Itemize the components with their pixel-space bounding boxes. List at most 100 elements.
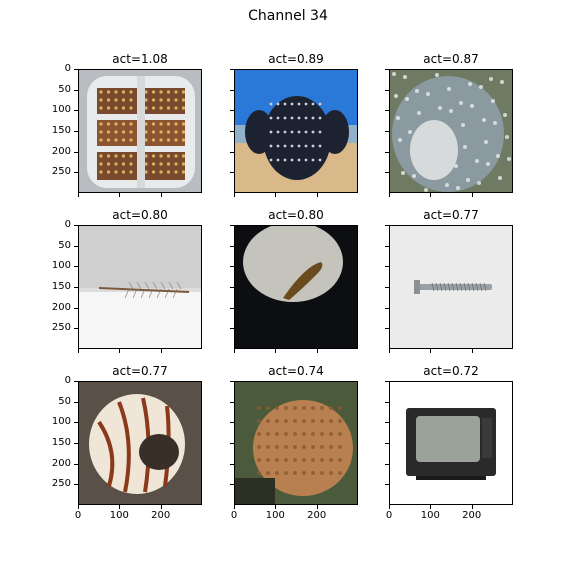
image-panel: act=0.72 0 100 200: [385, 364, 513, 521]
y-tick-mark: [74, 401, 78, 403]
x-tick-mark: [78, 349, 79, 353]
y-tick-mark: [385, 266, 389, 268]
y-tick-mark: [385, 401, 389, 403]
y-tick-label: 150: [51, 281, 71, 292]
y-tick-mark: [74, 245, 78, 247]
y-tick-mark: [74, 287, 78, 288]
y-tick-mark: [230, 422, 234, 424]
y-tick-mark: [230, 151, 234, 153]
x-tick-mark: [119, 349, 121, 353]
x-tick-mark: [316, 349, 318, 353]
y-tick-mark: [230, 89, 234, 91]
y-tick-mark: [385, 287, 389, 288]
x-tick-label: 200: [462, 510, 482, 521]
y-tick-mark: [385, 245, 389, 247]
image-panel: act=0.74 0 100 200: [230, 364, 358, 521]
y-tick-label: 50: [58, 83, 71, 95]
y-tick-mark: [385, 69, 389, 70]
panel-image: [234, 225, 358, 349]
y-tick-label: 200: [51, 145, 71, 157]
y-tick-mark: [74, 381, 78, 382]
x-tick-mark: [234, 349, 235, 353]
panel-image: [389, 381, 513, 505]
image-panel: act=0.77: [385, 208, 513, 353]
y-tick-mark: [385, 89, 389, 91]
y-tick-mark: [74, 443, 78, 444]
y-tick-mark: [230, 381, 234, 382]
panel-title: act=0.89: [268, 52, 324, 66]
panel-image: [78, 69, 202, 193]
y-tick-label: 250: [51, 478, 71, 490]
figure-title: Channel 34: [248, 8, 328, 24]
y-tick-mark: [385, 172, 389, 174]
y-tick-mark: [385, 225, 389, 226]
y-tick-mark: [74, 69, 78, 70]
y-tick-label: 100: [51, 260, 71, 272]
y-tick-mark: [230, 443, 234, 444]
panel-image: [389, 69, 513, 193]
x-tick-label: 100: [109, 510, 129, 521]
x-tick-mark: [119, 193, 121, 197]
y-tick-mark: [74, 131, 78, 132]
x-tick-mark: [160, 349, 162, 353]
x-tick-label: 200: [307, 510, 327, 521]
y-tick-mark: [385, 307, 389, 309]
image-panel: act=0.87: [385, 52, 513, 197]
y-tick-mark: [385, 484, 389, 486]
y-tick-mark: [230, 266, 234, 268]
y-tick-mark: [230, 328, 234, 330]
image-panel: act=0.80: [230, 208, 358, 353]
y-tick-label: 250: [51, 322, 71, 334]
image-panel: act=1.08 0 50 100 150 200 250: [52, 52, 202, 197]
y-tick-mark: [230, 307, 234, 309]
x-tick-mark: [389, 349, 390, 353]
panel-image: [78, 381, 202, 505]
panel-image: [234, 381, 358, 505]
x-tick-mark: [389, 505, 390, 509]
y-tick-mark: [74, 307, 78, 309]
x-tick-mark: [275, 349, 277, 353]
panel-title: act=0.74: [268, 364, 324, 378]
x-tick-label: 0: [230, 510, 238, 521]
y-tick-mark: [230, 110, 234, 112]
y-tick-mark: [385, 463, 389, 465]
image-panel: act=0.77 0 50 100 150 200 250 0 100 200: [52, 364, 202, 521]
y-tick-mark: [230, 401, 234, 403]
x-tick-mark: [471, 349, 473, 353]
y-tick-label: 50: [58, 239, 71, 251]
panel-image: [78, 225, 202, 349]
y-tick-label: 0: [64, 375, 71, 386]
y-tick-mark: [230, 245, 234, 247]
y-tick-label: 100: [51, 416, 71, 428]
panel-title: act=0.72: [423, 364, 479, 378]
x-tick-mark: [78, 193, 79, 197]
y-tick-mark: [230, 225, 234, 226]
x-tick-mark: [234, 505, 235, 509]
image-panel: act=0.89: [230, 52, 358, 197]
y-tick-mark: [74, 328, 78, 330]
panel-image: [389, 225, 513, 349]
x-tick-mark: [160, 193, 162, 197]
y-tick-mark: [385, 151, 389, 153]
y-tick-mark: [230, 287, 234, 288]
y-tick-mark: [74, 89, 78, 91]
y-tick-mark: [74, 225, 78, 226]
x-tick-mark: [471, 505, 473, 509]
y-tick-mark: [385, 131, 389, 132]
x-tick-mark: [316, 505, 318, 509]
y-tick-label: 200: [51, 301, 71, 313]
x-tick-label: 100: [420, 510, 440, 521]
y-tick-mark: [385, 328, 389, 330]
y-tick-label: 0: [64, 63, 71, 74]
y-tick-mark: [385, 110, 389, 112]
y-tick-mark: [230, 131, 234, 132]
panel-title: act=1.08: [112, 52, 168, 66]
x-tick-mark: [430, 349, 432, 353]
y-tick-label: 100: [51, 104, 71, 116]
x-tick-label: 100: [265, 510, 285, 521]
y-tick-mark: [74, 463, 78, 465]
y-tick-label: 50: [58, 395, 71, 407]
y-tick-mark: [230, 484, 234, 486]
y-tick-mark: [385, 381, 389, 382]
panel-title: act=0.80: [268, 208, 324, 222]
